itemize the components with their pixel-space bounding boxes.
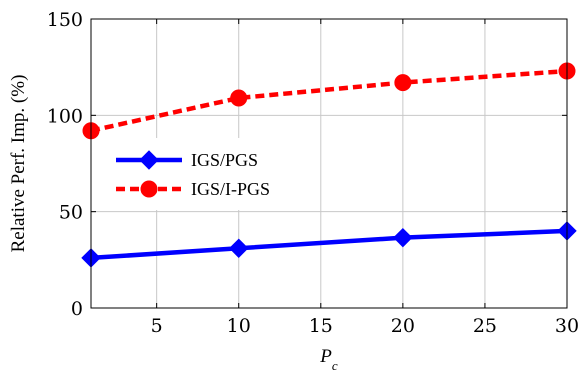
- legend-label-1: IGS/I-PGS: [191, 179, 270, 199]
- legend-marker-1: [140, 180, 158, 198]
- x-tick-label-5: 5: [151, 315, 163, 337]
- data-point-1-1: [230, 89, 248, 107]
- x-axis-title-main: P: [319, 346, 332, 367]
- legend-box: [101, 138, 291, 210]
- legend-marker-0: [139, 150, 159, 170]
- x-axis-title-sub: c: [332, 358, 338, 370]
- legend: IGS/PGS IGS/I-PGS: [101, 138, 291, 210]
- series-line-0: [90, 228, 568, 261]
- data-point-1-2: [394, 74, 412, 92]
- x-tick-label-30: 30: [555, 315, 579, 337]
- legend-label-0: IGS/PGS: [191, 150, 258, 170]
- x-axis-title: Pc: [319, 346, 338, 370]
- x-tick-label-10: 10: [227, 315, 251, 337]
- y-axis-title: Relative Perf. Imp. (%): [8, 75, 29, 253]
- y-tick-label-0: 0: [71, 298, 83, 320]
- y-tick-label-50: 50: [59, 202, 83, 224]
- plot-frame: [90, 18, 568, 309]
- y-tick-label-100: 100: [47, 105, 83, 127]
- data-point-0-2: [393, 227, 413, 248]
- series-0: [81, 221, 577, 268]
- data-point-0-1: [229, 238, 249, 258]
- y-tick-label-150: 150: [47, 9, 83, 31]
- x-tick-label-15: 15: [309, 315, 333, 337]
- series-line-1: [90, 68, 568, 133]
- x-tick-label-20: 20: [391, 315, 415, 337]
- x-tick-label-25: 25: [473, 315, 497, 337]
- tick-labels: 5 10 15 20 25 30 0 50 100 150: [47, 9, 579, 337]
